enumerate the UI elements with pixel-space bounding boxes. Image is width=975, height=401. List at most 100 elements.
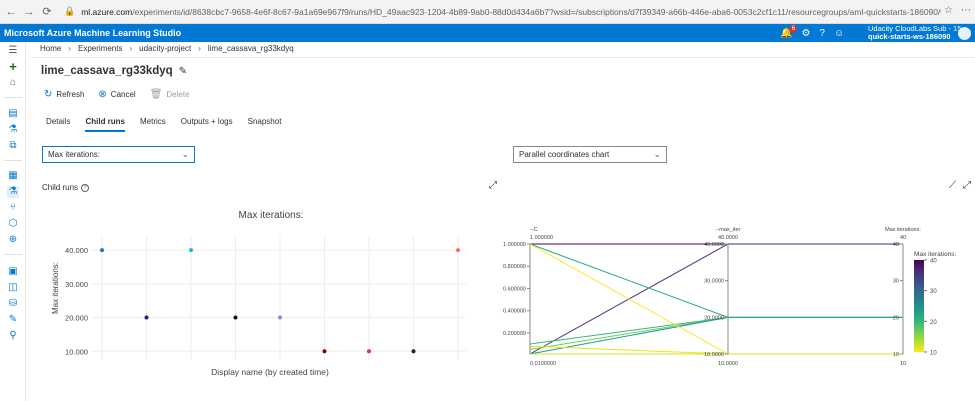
forward-icon[interactable]: →: [23, 5, 35, 18]
tab-metrics[interactable]: Metrics: [140, 117, 166, 126]
axis-name: --C: [530, 227, 538, 233]
breadcrumb-experiments[interactable]: Experiments: [78, 44, 123, 53]
axis-max-label: 1.000000: [530, 235, 553, 241]
chevron-right-icon: ›: [68, 44, 72, 53]
left-nav-rail: ☰ + ⌂ ▤ ⚗ ⧉ ▦ ⚗ ⑂ ⬡ ⊕ ▣ ◫ ⛁ ✎ ⚲: [0, 42, 26, 401]
notification-bell-icon[interactable]: 🔔 6: [780, 24, 798, 39]
axis-tick-label: 30: [893, 279, 899, 285]
axis-tick-label: 10.0000: [704, 352, 724, 358]
cancel-button[interactable]: ⊗ Cancel: [98, 89, 135, 100]
y-tick-label: 30.000: [65, 280, 88, 289]
chart-type-dropdown[interactable]: Parallel coordinates chart ⌄: [513, 146, 667, 163]
axis-min-label: 0.0100000: [530, 361, 556, 367]
run-tabs: Details Child runs Metrics Outputs + log…: [46, 117, 281, 132]
star-icon[interactable]: ☆: [944, 5, 953, 16]
lock-icon: 🔒: [64, 6, 76, 16]
data-point: [189, 248, 193, 253]
home-icon[interactable]: ⌂: [9, 77, 17, 88]
notebooks-icon[interactable]: ▤: [8, 108, 18, 119]
models-icon[interactable]: ⬡: [8, 218, 18, 229]
axis-tick-label: 1.000000: [503, 242, 526, 248]
refresh-button[interactable]: ↻ Refresh: [44, 89, 84, 100]
command-bar: ↻ Refresh ⊗ Cancel 🗑 Delete: [44, 89, 190, 100]
y-tick-label: 10.000: [65, 347, 88, 356]
data-point: [100, 248, 104, 253]
tab-child-runs[interactable]: Child runs: [85, 117, 125, 132]
breadcrumb-experiment[interactable]: udacity-project: [139, 44, 192, 53]
datasets-icon[interactable]: ▦: [8, 170, 18, 181]
back-icon[interactable]: ←: [5, 5, 17, 18]
axis-name: --max_iter: [716, 227, 741, 233]
cancel-label: Cancel: [110, 90, 136, 99]
axis-tick-label: 0.400000: [503, 309, 526, 315]
reload-icon[interactable]: ⟳: [42, 6, 52, 18]
feedback-smiley-icon[interactable]: ☺: [833, 27, 845, 39]
metric-dropdown[interactable]: Max iterations: ⌄: [42, 146, 195, 163]
environments-icon[interactable]: ◫: [8, 282, 18, 293]
delete-button[interactable]: 🗑 Delete: [150, 89, 190, 100]
chart-options-icon[interactable]: ⟋: [949, 180, 956, 191]
colorbar-tick-label: 20: [930, 320, 937, 326]
chart-type-dropdown-value: Parallel coordinates chart: [519, 150, 610, 159]
breadcrumb: Home › Experiments › udacity-project › l…: [40, 44, 294, 53]
pipelines-icon[interactable]: ⑂: [10, 202, 16, 213]
datastores-icon[interactable]: ⛁: [8, 298, 18, 309]
data-point: [411, 349, 416, 354]
colorbar-tick-label: 10: [930, 351, 937, 357]
data-point: [278, 315, 282, 320]
endpoints-icon[interactable]: ⊕: [8, 234, 18, 245]
colorbar-tick-label: 30: [930, 289, 937, 295]
page-title: lime_cassava_rg33kdyq ✎: [41, 65, 187, 77]
data-point: [144, 315, 149, 320]
designer-icon[interactable]: ⧉: [9, 140, 17, 151]
help-icon[interactable]: ?: [819, 27, 825, 39]
settings-gear-icon[interactable]: ⚙: [801, 27, 811, 39]
x-axis-label: Display name (by created time): [211, 367, 329, 377]
data-labeling-icon[interactable]: ✎: [8, 314, 18, 325]
expand-chart-icon[interactable]: ⤢: [963, 180, 971, 191]
create-new-plus-icon[interactable]: +: [9, 59, 17, 74]
divider: [30, 57, 975, 58]
axis-tick-label: 40: [893, 242, 899, 248]
y-tick-label: 40.000: [65, 246, 88, 255]
notification-badge: 6: [789, 24, 798, 33]
address-bar[interactable]: ml.azure.com/experiments/id/8638cbc7-965…: [81, 6, 941, 17]
chevron-down-icon: ⌄: [181, 149, 189, 159]
chevron-right-icon: ›: [129, 44, 133, 53]
automated-ml-icon[interactable]: ⚗: [8, 124, 18, 135]
series-line: [529, 243, 903, 355]
y-tick-label: 20.000: [65, 314, 88, 323]
axis-tick-label: 20.0000: [704, 315, 724, 321]
axis-name: Max iterations:: [885, 227, 921, 233]
axis-tick-label: 20: [893, 315, 899, 321]
experiments-icon[interactable]: ⚗: [7, 186, 19, 198]
axis-tick-label: 30.0000: [704, 279, 724, 285]
breadcrumb-home[interactable]: Home: [40, 44, 62, 53]
avatar[interactable]: [958, 27, 971, 40]
section-label: Child runs: [42, 183, 79, 192]
axis-max-label: 40: [900, 235, 906, 241]
account-name: Udacity CloudLabs Sub - 15: [868, 24, 962, 33]
more-icon[interactable]: ⋯: [961, 5, 971, 16]
run-name: lime_cassava_rg33kdyq: [41, 65, 173, 77]
scatter-chart: Max iterations: 10.000 20.000 30.000 40.000…: [51, 210, 466, 377]
expand-chart-icon[interactable]: ⤢: [489, 180, 497, 191]
linked-services-icon[interactable]: ⚲: [9, 330, 17, 341]
child-runs-section-title: Child runs ?: [42, 183, 90, 192]
app-title[interactable]: Microsoft Azure Machine Learning Studio: [4, 28, 182, 38]
y-axis-label: Max iterations:: [51, 262, 60, 314]
chevron-down-icon: ⌄: [653, 149, 661, 159]
chart-title: Max iterations:: [238, 210, 303, 221]
data-point: [367, 349, 371, 354]
account-switcher[interactable]: Udacity CloudLabs Sub - 15 quick-starts-…: [868, 25, 961, 41]
metric-dropdown-value: Max iterations:: [48, 150, 101, 159]
edit-pencil-icon[interactable]: ✎: [178, 65, 188, 77]
tab-snapshot[interactable]: Snapshot: [247, 117, 282, 126]
hamburger-menu-icon[interactable]: ☰: [8, 45, 18, 56]
series-line: [529, 316, 903, 351]
delete-label: Delete: [166, 90, 190, 99]
info-icon[interactable]: ?: [81, 183, 90, 192]
tab-details[interactable]: Details: [46, 117, 71, 126]
compute-icon[interactable]: ▣: [8, 266, 18, 277]
tab-outputs-logs[interactable]: Outputs + logs: [180, 117, 233, 126]
